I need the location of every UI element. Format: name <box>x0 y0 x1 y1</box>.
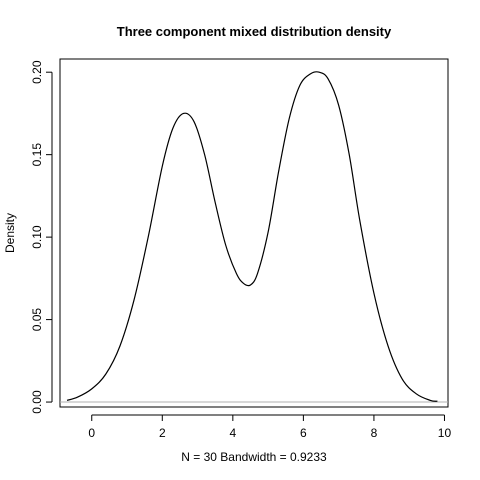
y-tick-label: 0.00 <box>30 390 44 414</box>
x-tick-label: 6 <box>300 426 307 440</box>
y-tick-label: 0.10 <box>30 225 44 249</box>
x-tick-label: 2 <box>159 426 166 440</box>
x-tick-label: 0 <box>88 426 95 440</box>
chart-title: Three component mixed distribution densi… <box>117 24 392 39</box>
x-tick-label: 8 <box>371 426 378 440</box>
x-tick-label: 4 <box>229 426 236 440</box>
x-axis-label: N = 30 Bandwidth = 0.9233 <box>181 450 327 464</box>
plot-frame <box>59 58 449 408</box>
y-tick-label: 0.20 <box>30 60 44 84</box>
x-tick-label: 10 <box>438 426 452 440</box>
x-axis: 0 2 4 6 8 10 <box>88 414 452 440</box>
y-axis-label: Density <box>3 213 17 253</box>
y-axis: 0.00 0.05 0.10 0.15 0.20 <box>30 60 53 414</box>
y-tick-label: 0.05 <box>30 308 44 332</box>
density-curve <box>66 71 438 402</box>
y-tick-label: 0.15 <box>30 143 44 167</box>
